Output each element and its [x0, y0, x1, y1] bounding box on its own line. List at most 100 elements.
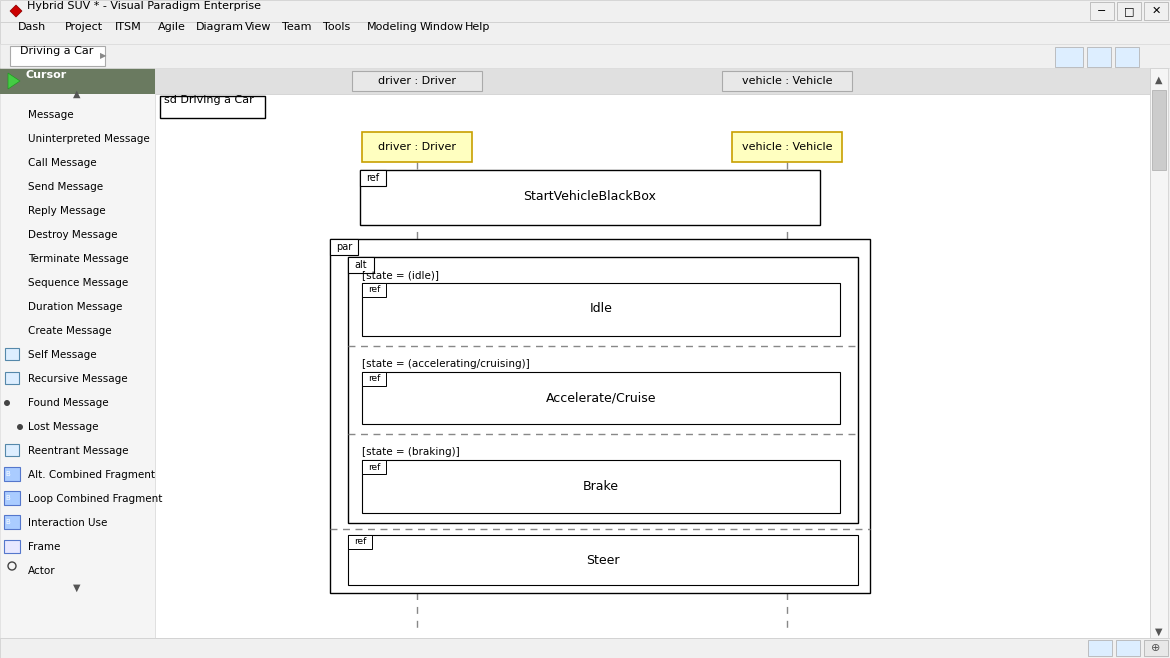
- Text: Tools: Tools: [323, 22, 350, 32]
- Bar: [347, 535, 858, 585]
- Bar: [0, 44, 1170, 68]
- Bar: [1055, 47, 1083, 67]
- Bar: [0, 68, 154, 638]
- Text: ref: ref: [367, 286, 380, 295]
- Bar: [1116, 640, 1140, 656]
- Bar: [5, 348, 19, 360]
- Bar: [4, 467, 20, 481]
- Polygon shape: [11, 5, 22, 17]
- Text: Sequence Message: Sequence Message: [28, 278, 129, 288]
- Text: Call Message: Call Message: [28, 158, 97, 168]
- Text: Team: Team: [282, 22, 311, 32]
- Bar: [11, 46, 105, 66]
- Bar: [160, 96, 264, 118]
- Bar: [347, 257, 374, 273]
- Text: View: View: [245, 22, 271, 32]
- Bar: [362, 132, 472, 162]
- Bar: [362, 372, 386, 386]
- Text: ▼: ▼: [1155, 627, 1163, 637]
- Bar: [362, 372, 840, 424]
- Text: Reply Message: Reply Message: [28, 206, 105, 216]
- Text: [state = (accelerating/cruising)]: [state = (accelerating/cruising)]: [362, 359, 530, 368]
- Text: Accelerate/Cruise: Accelerate/Cruise: [545, 392, 656, 405]
- Text: [state = (braking)]: [state = (braking)]: [362, 447, 460, 457]
- Text: Actor: Actor: [28, 566, 56, 576]
- Text: Duration Message: Duration Message: [28, 302, 123, 312]
- Text: Destroy Message: Destroy Message: [28, 230, 117, 240]
- Text: Dash: Dash: [18, 22, 47, 32]
- Text: ▼: ▼: [74, 583, 81, 593]
- Text: Diagram: Diagram: [197, 22, 245, 32]
- Text: ⊕: ⊕: [1151, 643, 1161, 653]
- Text: ITSM: ITSM: [115, 22, 142, 32]
- Bar: [347, 257, 858, 523]
- Text: ref: ref: [353, 538, 366, 547]
- Bar: [330, 239, 358, 255]
- Bar: [722, 71, 852, 91]
- Text: Agile: Agile: [158, 22, 186, 32]
- Circle shape: [18, 424, 23, 430]
- Text: Steer: Steer: [586, 553, 620, 567]
- Text: Self Message: Self Message: [28, 350, 97, 360]
- Text: ▶: ▶: [99, 51, 106, 61]
- Text: B: B: [5, 495, 9, 501]
- Text: Idle: Idle: [590, 303, 612, 315]
- Text: Window: Window: [420, 22, 464, 32]
- Bar: [1115, 47, 1140, 67]
- Text: B: B: [5, 471, 9, 477]
- Bar: [347, 535, 372, 549]
- Text: Uninterpreted Message: Uninterpreted Message: [28, 134, 150, 144]
- Bar: [1144, 2, 1168, 20]
- Polygon shape: [8, 73, 20, 89]
- Text: ▲: ▲: [1155, 75, 1163, 85]
- Text: ref: ref: [367, 374, 380, 383]
- Text: ref: ref: [366, 173, 379, 183]
- Bar: [0, 0, 1170, 22]
- Bar: [362, 461, 840, 513]
- Bar: [5, 444, 19, 456]
- Bar: [1117, 2, 1141, 20]
- Text: vehicle : Vehicle: vehicle : Vehicle: [742, 142, 832, 152]
- Text: Help: Help: [464, 22, 490, 32]
- Text: ✕: ✕: [1151, 6, 1161, 16]
- Bar: [362, 283, 386, 297]
- Bar: [154, 68, 1150, 638]
- Bar: [1152, 90, 1166, 170]
- Bar: [154, 68, 1150, 94]
- Bar: [1144, 640, 1168, 656]
- Text: B: B: [5, 519, 9, 525]
- Text: Driving a Car: Driving a Car: [20, 46, 94, 56]
- Bar: [5, 372, 19, 384]
- Bar: [0, 68, 154, 94]
- Text: Message: Message: [28, 110, 74, 120]
- Text: Create Message: Create Message: [28, 326, 111, 336]
- Text: driver : Driver: driver : Driver: [378, 142, 456, 152]
- Text: Alt. Combined Fragment: Alt. Combined Fragment: [28, 470, 154, 480]
- Text: Terminate Message: Terminate Message: [28, 254, 129, 264]
- Bar: [362, 461, 386, 474]
- Text: □: □: [1123, 6, 1134, 16]
- Text: [state = (idle)]: [state = (idle)]: [362, 270, 439, 280]
- Text: Cursor: Cursor: [26, 70, 67, 80]
- Text: Send Message: Send Message: [28, 182, 103, 192]
- Text: Hybrid SUV * - Visual Paradigm Enterprise: Hybrid SUV * - Visual Paradigm Enterpris…: [27, 1, 261, 11]
- Bar: [1150, 68, 1168, 638]
- Bar: [352, 71, 482, 91]
- Bar: [362, 283, 840, 336]
- Bar: [4, 491, 20, 505]
- Text: StartVehicleBlackBox: StartVehicleBlackBox: [523, 191, 656, 203]
- Text: −: −: [1097, 6, 1107, 16]
- Bar: [1090, 2, 1114, 20]
- Bar: [360, 170, 820, 225]
- Text: Reentrant Message: Reentrant Message: [28, 446, 129, 456]
- Bar: [4, 540, 20, 553]
- Text: Frame: Frame: [28, 542, 61, 552]
- Text: Project: Project: [66, 22, 103, 32]
- Bar: [0, 638, 1170, 658]
- Circle shape: [4, 400, 11, 406]
- Text: driver : Driver: driver : Driver: [378, 76, 456, 86]
- Text: Modeling: Modeling: [367, 22, 418, 32]
- Text: ref: ref: [367, 463, 380, 472]
- Text: vehicle : Vehicle: vehicle : Vehicle: [742, 76, 832, 86]
- Bar: [4, 515, 20, 529]
